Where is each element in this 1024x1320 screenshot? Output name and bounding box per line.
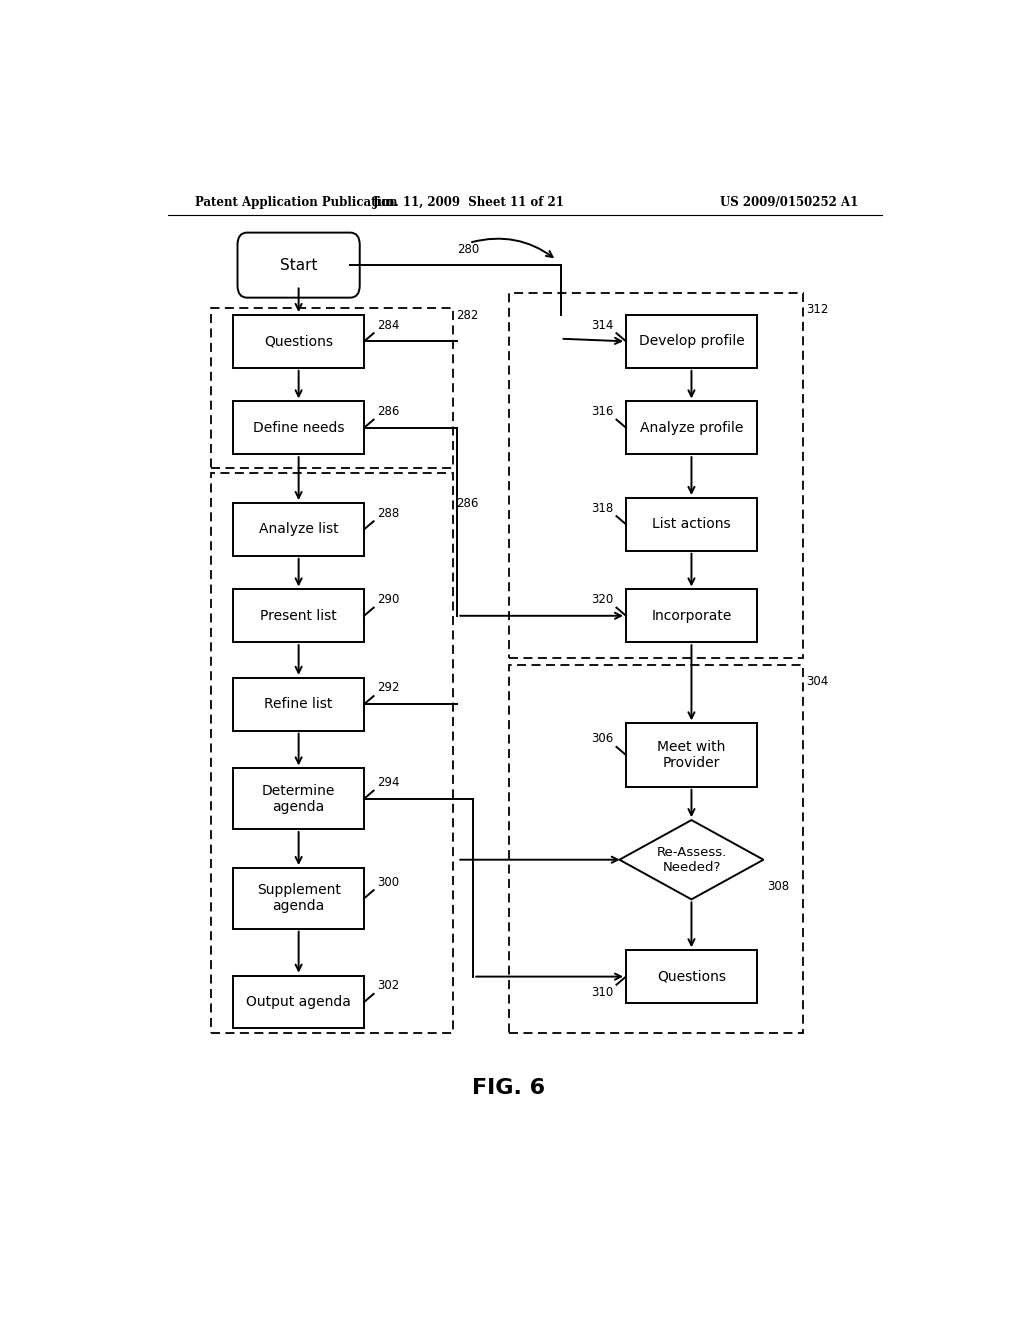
Text: 288: 288 bbox=[377, 507, 399, 520]
FancyBboxPatch shape bbox=[238, 232, 359, 297]
Bar bbox=[211, 308, 454, 469]
Bar bbox=[233, 869, 365, 929]
Bar bbox=[509, 664, 803, 1032]
Text: FIG. 6: FIG. 6 bbox=[472, 1078, 546, 1098]
Text: Questions: Questions bbox=[657, 970, 726, 983]
Bar bbox=[626, 401, 757, 454]
Polygon shape bbox=[620, 820, 764, 899]
Text: Analyze list: Analyze list bbox=[259, 523, 339, 536]
Text: 302: 302 bbox=[377, 979, 399, 993]
Text: 286: 286 bbox=[456, 498, 478, 511]
Text: Present list: Present list bbox=[260, 609, 337, 623]
Text: 314: 314 bbox=[591, 318, 613, 331]
Text: 280: 280 bbox=[458, 243, 479, 256]
Text: 284: 284 bbox=[377, 318, 399, 331]
Text: US 2009/0150252 A1: US 2009/0150252 A1 bbox=[720, 195, 858, 209]
Text: 310: 310 bbox=[591, 986, 613, 999]
Bar bbox=[233, 768, 365, 829]
Bar bbox=[233, 975, 365, 1028]
Text: Output agenda: Output agenda bbox=[246, 995, 351, 1008]
Text: Develop profile: Develop profile bbox=[639, 334, 744, 348]
Text: 304: 304 bbox=[807, 675, 828, 688]
Text: Define needs: Define needs bbox=[253, 421, 344, 434]
Text: 318: 318 bbox=[591, 502, 613, 515]
Bar bbox=[626, 950, 757, 1003]
Text: 292: 292 bbox=[377, 681, 399, 694]
Text: Incorporate: Incorporate bbox=[651, 609, 731, 623]
Text: List actions: List actions bbox=[652, 517, 731, 532]
Text: 316: 316 bbox=[591, 405, 613, 418]
Bar bbox=[626, 589, 757, 643]
Text: Refine list: Refine list bbox=[264, 697, 333, 711]
Text: Analyze profile: Analyze profile bbox=[640, 421, 743, 434]
Text: 286: 286 bbox=[377, 405, 399, 418]
Text: Patent Application Publication: Patent Application Publication bbox=[196, 195, 398, 209]
Text: 320: 320 bbox=[591, 593, 613, 606]
Bar bbox=[626, 498, 757, 550]
Text: Questions: Questions bbox=[264, 334, 333, 348]
Bar bbox=[233, 677, 365, 731]
Text: 312: 312 bbox=[807, 302, 828, 315]
Text: Start: Start bbox=[280, 257, 317, 273]
Text: Jun. 11, 2009  Sheet 11 of 21: Jun. 11, 2009 Sheet 11 of 21 bbox=[374, 195, 565, 209]
Text: 290: 290 bbox=[377, 593, 399, 606]
Text: 308: 308 bbox=[767, 880, 790, 894]
Bar bbox=[509, 293, 803, 659]
Bar bbox=[626, 723, 757, 787]
Bar bbox=[233, 589, 365, 643]
Text: 294: 294 bbox=[377, 776, 399, 789]
Bar bbox=[233, 315, 365, 368]
Text: 282: 282 bbox=[456, 309, 478, 322]
Text: Determine
agenda: Determine agenda bbox=[262, 784, 335, 814]
Text: Supplement
agenda: Supplement agenda bbox=[257, 883, 341, 913]
Text: 306: 306 bbox=[591, 733, 613, 746]
Bar bbox=[211, 474, 454, 1032]
Bar bbox=[233, 503, 365, 556]
Text: Re-Assess.
Needed?: Re-Assess. Needed? bbox=[656, 846, 727, 874]
Text: Meet with
Provider: Meet with Provider bbox=[657, 741, 726, 770]
Bar bbox=[233, 401, 365, 454]
Text: 300: 300 bbox=[377, 875, 399, 888]
Bar bbox=[626, 315, 757, 368]
